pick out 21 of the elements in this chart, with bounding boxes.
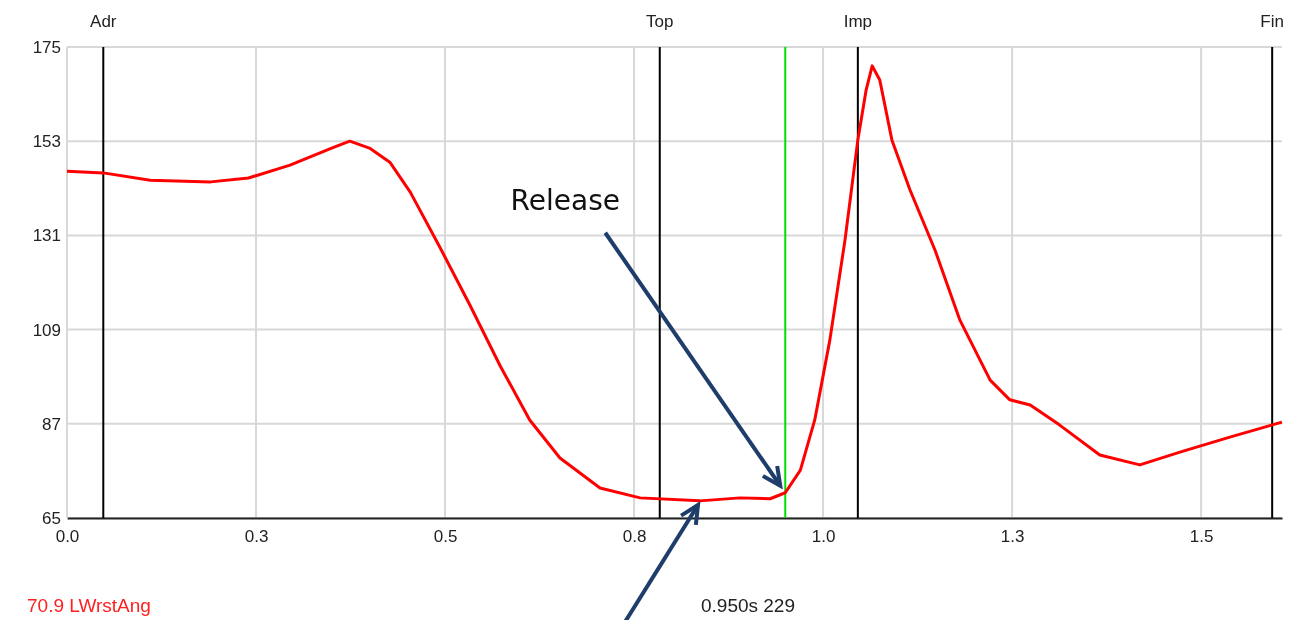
annotation: Release (510, 183, 620, 217)
x-tick-label: 1.0 (811, 527, 836, 547)
x-tick-label: 0.3 (244, 527, 269, 547)
x-tick-label: 0.0 (55, 527, 80, 547)
line-series (65, 64, 1284, 503)
y-tick-label: 131 (32, 226, 61, 246)
ref-line-label: Fin (1260, 12, 1284, 31)
x-tick-label: 0.5 (433, 527, 458, 547)
ref-line-label: Imp (843, 12, 873, 31)
ref-line-label: Top (646, 12, 674, 31)
ref-line-label: Adr (90, 12, 117, 31)
text: 70.9 LWrstAng (27, 595, 151, 616)
text: 0.950s 229 (700, 595, 795, 616)
x-tick-label: 1.5 (1189, 527, 1214, 547)
y-tick-label: 65 (42, 508, 61, 528)
y-tick-label: 153 (32, 132, 61, 152)
y-tick-label: 175 (32, 37, 61, 57)
y-tick-label: 109 (32, 320, 61, 340)
y-tick-label: 87 (42, 414, 61, 434)
x-tick-label: 1.3 (1000, 527, 1025, 547)
x-tick-label: 0.8 (622, 527, 647, 547)
